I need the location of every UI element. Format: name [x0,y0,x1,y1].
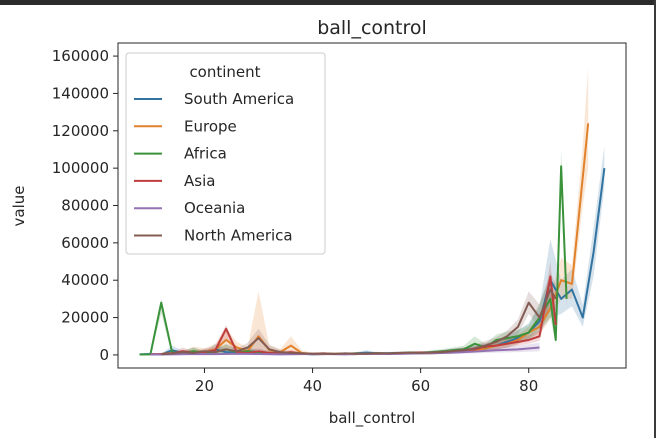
y-tick-label: 160000 [52,47,109,65]
legend-box [125,52,326,255]
window-top-bar [0,0,656,5]
y-tick-label: 0 [99,346,109,364]
y-tick-label: 120000 [52,122,109,140]
band-asia [150,261,556,355]
x-tick-label: 60 [411,377,430,395]
y-tick-label: 80000 [61,197,109,215]
x-tick-label: 20 [195,377,214,395]
chart-title: ball_control [317,17,427,39]
window-right-edge [654,0,656,438]
series-line-north-america [161,288,557,356]
x-tick-label: 80 [519,377,538,395]
legend-label-asia: Asia [184,172,215,190]
y-tick-label: 60000 [61,234,109,252]
band-europe [150,67,589,355]
y-tick-label: 140000 [52,84,109,102]
y-tick-label: 100000 [52,159,109,177]
x-axis-label: ball_control [329,409,416,428]
legend-label-north-america: North America [184,227,293,245]
legend-label-europe: Europe [184,117,237,135]
legend: continent South America Europe Africa Asia O… [125,52,326,255]
band-north-america [161,272,556,355]
x-tick-label: 40 [303,377,322,395]
x-axis: 20 40 60 80 [195,368,538,395]
legend-title: continent [189,63,260,81]
y-tick-label: 20000 [61,309,109,327]
legend-label-africa: Africa [184,145,227,163]
y-axis: 0 20000 40000 60000 80000 100000 120000 140000 1… [52,47,118,364]
legend-label-south-america: South America [184,90,294,108]
y-tick-label: 40000 [61,271,109,289]
y-axis-label: value [10,186,28,227]
legend-label-oceania: Oceania [184,199,245,217]
series-lines [139,123,606,356]
